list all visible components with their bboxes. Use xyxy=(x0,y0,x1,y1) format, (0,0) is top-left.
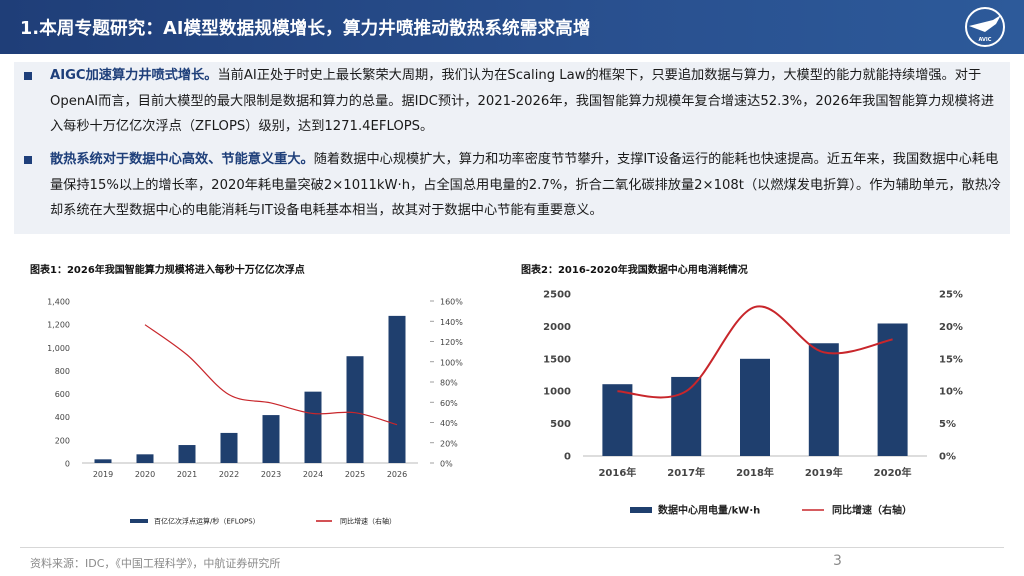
category-label: 2020年 xyxy=(874,466,912,479)
right-tick-label: 60% xyxy=(440,399,458,408)
bar-2026 xyxy=(388,315,406,463)
category-label: 2021 xyxy=(177,470,197,479)
footer-divider xyxy=(20,547,1004,548)
legend-bar-label: 百亿亿次浮点运算/秒（EFLOPS） xyxy=(154,516,260,525)
right-tick-label: 100% xyxy=(440,358,463,367)
bar-2019 xyxy=(94,459,112,463)
right-tick-label: 10% xyxy=(939,387,963,398)
category-label: 2026 xyxy=(387,470,407,479)
chart-2-datacenter-power: 0 500 1000 1500 2000 2500 0% 5% 10% 15% 20% 25% 2016… xyxy=(543,290,963,517)
right-tick-label: 15% xyxy=(939,354,963,365)
category-label: 2017年 xyxy=(667,466,705,479)
chart-1-compute-scale: 0 200 400 600 800 1,000 1,200 1,400 0% 20% 40% 60% 8… xyxy=(47,298,463,526)
header-bar: 1.本周专题研究：AI模型数据规模增长，算力井喷推动散热系统需求高增 AVIC xyxy=(0,0,1024,54)
bar-2021 xyxy=(178,445,196,463)
page-number: 3 xyxy=(833,553,842,569)
left-tick-label: 600 xyxy=(55,390,70,399)
bar-2016年 xyxy=(602,384,633,456)
category-label: 2016年 xyxy=(598,466,636,479)
source-note: 资料来源：IDC，《中国工程科学》，中航证券研究所 xyxy=(30,557,281,570)
bullet-1: AIGC加速算力井喷式增长。当前AI正处于时史上最长繁荣大周期，我们认为在Sca… xyxy=(24,63,1004,140)
legend-line-label: 同比增速（右轴） xyxy=(832,504,912,517)
legend-line-label: 同比增速（右轴） xyxy=(340,516,396,525)
bar-2018年 xyxy=(740,358,770,456)
right-tick-label: 120% xyxy=(440,338,463,347)
growth-line-series xyxy=(617,305,893,399)
category-label: 2018年 xyxy=(736,466,774,479)
left-tick-label: 1,200 xyxy=(47,321,70,330)
bar-2022 xyxy=(220,432,238,463)
bullet-2-text: 随着数据中心规模扩大，算力和功率密度节节攀升，支撑IT设备运行的能耗也快速提高。… xyxy=(50,152,1002,218)
category-label: 2020 xyxy=(135,470,155,479)
page-title: 1.本周专题研究：AI模型数据规模增长，算力井喷推动散热系统需求高增 xyxy=(20,19,591,39)
left-tick-label: 200 xyxy=(55,436,70,445)
bullet-1-highlight: AIGC加速算力井喷式增长。 xyxy=(50,68,218,83)
bullet-2-highlight: 散热系统对于数据中心高效、节能意义重大。 xyxy=(50,152,314,167)
left-tick-label: 1500 xyxy=(543,354,571,365)
left-tick-label: 1,000 xyxy=(47,344,70,353)
figure-2-title: 图表2：2016-2020年我国数据中心用电消耗情况 xyxy=(521,265,748,276)
logo-text: AVIC xyxy=(979,37,992,43)
left-tick-label: 1000 xyxy=(543,387,571,398)
left-tick-label: 1,400 xyxy=(47,298,70,307)
legend-bar-swatch xyxy=(630,507,652,513)
bar-2020 xyxy=(136,454,154,463)
category-label: 2022 xyxy=(219,470,239,479)
left-tick-label: 0 xyxy=(65,460,70,469)
legend-bar-label: 数据中心用电量/kW·h xyxy=(658,504,760,517)
right-tick-label: 25% xyxy=(939,290,963,301)
bar-2025 xyxy=(346,356,364,463)
category-label: 2023 xyxy=(261,470,281,479)
bar-2024 xyxy=(304,391,322,463)
right-tick-label: 20% xyxy=(440,439,458,448)
right-tick-label: 80% xyxy=(440,379,458,388)
bullet-2: 散热系统对于数据中心高效、节能意义重大。随着数据中心规模扩大，算力和功率密度节节… xyxy=(24,147,1004,224)
right-tick-label: 0% xyxy=(440,460,453,469)
square-bullet-icon xyxy=(24,72,32,80)
left-tick-label: 2000 xyxy=(543,322,571,333)
left-tick-label: 0 xyxy=(564,452,571,463)
left-tick-label: 400 xyxy=(55,413,70,422)
summary-box: AIGC加速算力井喷式增长。当前AI正处于时史上最长繁荣大周期，我们认为在Sca… xyxy=(14,62,1010,234)
bar-2017年 xyxy=(671,376,702,456)
left-tick-label: 2500 xyxy=(543,290,571,301)
category-label: 2025 xyxy=(345,470,365,479)
right-tick-label: 40% xyxy=(440,419,458,428)
category-label: 2019 xyxy=(93,470,113,479)
square-bullet-icon xyxy=(24,156,32,164)
right-tick-label: 140% xyxy=(440,318,463,327)
right-tick-label: 0% xyxy=(939,452,956,463)
avic-logo: AVIC xyxy=(965,7,1005,47)
category-label: 2019年 xyxy=(805,466,843,479)
left-tick-label: 800 xyxy=(55,367,70,376)
figure-1-title: 图表1：2026年我国智能算力规模将进入每秒十万亿亿次浮点 xyxy=(30,265,305,276)
legend-bar-swatch xyxy=(130,519,148,523)
category-label: 2024 xyxy=(303,470,323,479)
right-tick-label: 5% xyxy=(939,419,956,430)
bullet-1-text: 当前AI正处于时史上最长繁荣大周期，我们认为在Scaling Law的框架下，只… xyxy=(50,68,995,134)
bar-2019年 xyxy=(808,343,839,456)
bar-2023 xyxy=(262,415,280,463)
right-tick-label: 20% xyxy=(939,322,963,333)
bar-2020年 xyxy=(877,323,908,456)
right-tick-label: 160% xyxy=(440,298,463,307)
left-tick-label: 500 xyxy=(550,419,571,430)
